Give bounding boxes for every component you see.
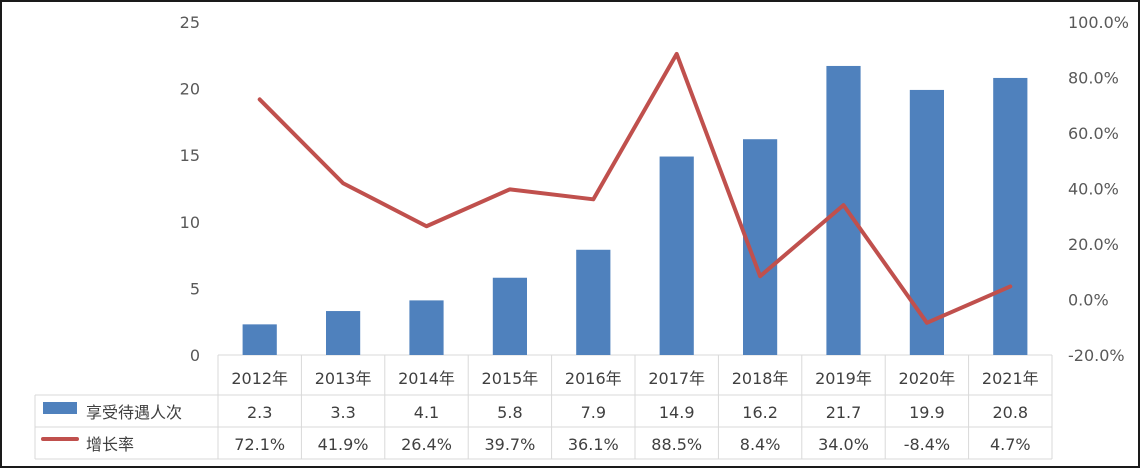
bar-value-label: 5.8	[497, 403, 522, 422]
bar-2013年	[326, 311, 361, 355]
right-axis-tick-label: 40.0%	[1068, 180, 1119, 199]
bar-2021年	[993, 77, 1028, 355]
rate-value-label: 88.5%	[651, 435, 702, 454]
bar-value-label: 2.3	[247, 403, 272, 422]
category-label: 2016年	[565, 369, 622, 388]
right-axis-tick-label: 0.0%	[1068, 291, 1109, 310]
bar-value-label: 3.3	[330, 403, 355, 422]
legend-label-bar: 享受待遇人次	[86, 403, 182, 422]
category-label: 2020年	[899, 369, 956, 388]
right-axis-tick-label: 60.0%	[1068, 124, 1119, 143]
rate-value-label: 4.7%	[990, 435, 1031, 454]
bar-2014年	[409, 300, 444, 355]
rate-value-label: 39.7%	[484, 435, 535, 454]
category-label: 2019年	[815, 369, 872, 388]
bar-value-label: 16.2	[742, 403, 778, 422]
left-axis-tick-label: 15	[180, 146, 200, 165]
bar-2015年	[492, 277, 527, 355]
left-axis-tick-label: 0	[190, 346, 200, 365]
rate-value-label: -8.4%	[904, 435, 950, 454]
category-label: 2015年	[482, 369, 539, 388]
bar-2020年	[909, 89, 944, 355]
rate-value-label: 34.0%	[818, 435, 869, 454]
right-axis-tick-label: 100.0%	[1068, 13, 1129, 32]
category-label: 2017年	[648, 369, 705, 388]
right-axis-tick-label: 20.0%	[1068, 235, 1119, 254]
legend-label-line: 增长率	[86, 435, 134, 454]
bar-value-label: 14.9	[659, 403, 695, 422]
category-label: 2021年	[982, 369, 1039, 388]
legend-key-bar	[43, 402, 77, 414]
rate-value-label: 36.1%	[568, 435, 619, 454]
right-axis-tick-label: -20.0%	[1068, 346, 1125, 365]
bar-2019年	[826, 65, 861, 356]
left-axis-tick-label: 20	[180, 80, 200, 99]
bar-value-label: 4.1	[414, 403, 439, 422]
left-axis-tick-label: 25	[180, 13, 200, 32]
category-label: 2014年	[398, 369, 455, 388]
left-axis-tick-label: 10	[180, 213, 200, 232]
bar-value-label: 7.9	[581, 403, 606, 422]
bar-value-label: 21.7	[826, 403, 862, 422]
bar-value-label: 20.8	[992, 403, 1028, 422]
category-label: 2013年	[315, 369, 372, 388]
category-label: 2018年	[732, 369, 789, 388]
category-label: 2012年	[231, 369, 288, 388]
bar-2012年	[242, 324, 277, 355]
rate-value-label: 8.4%	[740, 435, 781, 454]
growth-rate-line	[257, 51, 1013, 325]
rate-value-label: 26.4%	[401, 435, 452, 454]
bar-2017年	[659, 156, 694, 355]
left-axis-tick-label: 5	[190, 279, 200, 298]
rate-value-label: 41.9%	[318, 435, 369, 454]
right-axis-tick-label: 80.0%	[1068, 69, 1119, 88]
bar-2016年	[576, 249, 611, 355]
bar-value-label: 19.9	[909, 403, 945, 422]
rate-value-label: 72.1%	[234, 435, 285, 454]
